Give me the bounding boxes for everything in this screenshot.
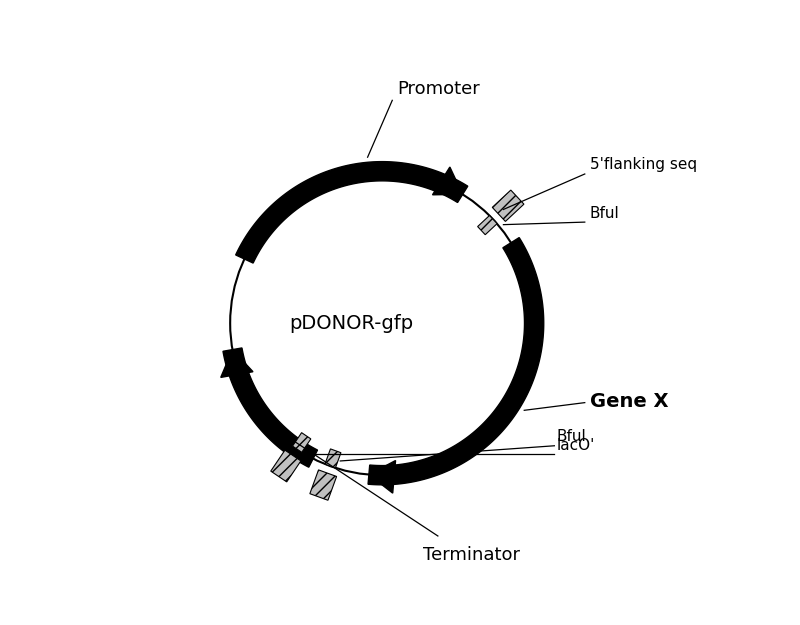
- Text: Promoter: Promoter: [398, 80, 480, 98]
- Polygon shape: [310, 470, 337, 500]
- Polygon shape: [236, 162, 468, 263]
- Polygon shape: [293, 432, 311, 452]
- Text: Bful: Bful: [557, 429, 586, 444]
- Polygon shape: [492, 190, 524, 221]
- Polygon shape: [433, 167, 462, 195]
- Polygon shape: [478, 216, 497, 235]
- Polygon shape: [221, 349, 253, 378]
- Polygon shape: [368, 238, 544, 485]
- Polygon shape: [325, 449, 341, 468]
- Text: Gene X: Gene X: [590, 392, 668, 411]
- Text: lacO': lacO': [557, 438, 595, 453]
- Polygon shape: [369, 461, 395, 493]
- Text: 5'flanking seq: 5'flanking seq: [590, 158, 697, 172]
- Text: Terminator: Terminator: [422, 546, 520, 564]
- Text: pDONOR-gfp: pDONOR-gfp: [290, 314, 414, 332]
- Polygon shape: [270, 450, 301, 482]
- Polygon shape: [223, 348, 318, 468]
- Text: Bful: Bful: [590, 206, 619, 221]
